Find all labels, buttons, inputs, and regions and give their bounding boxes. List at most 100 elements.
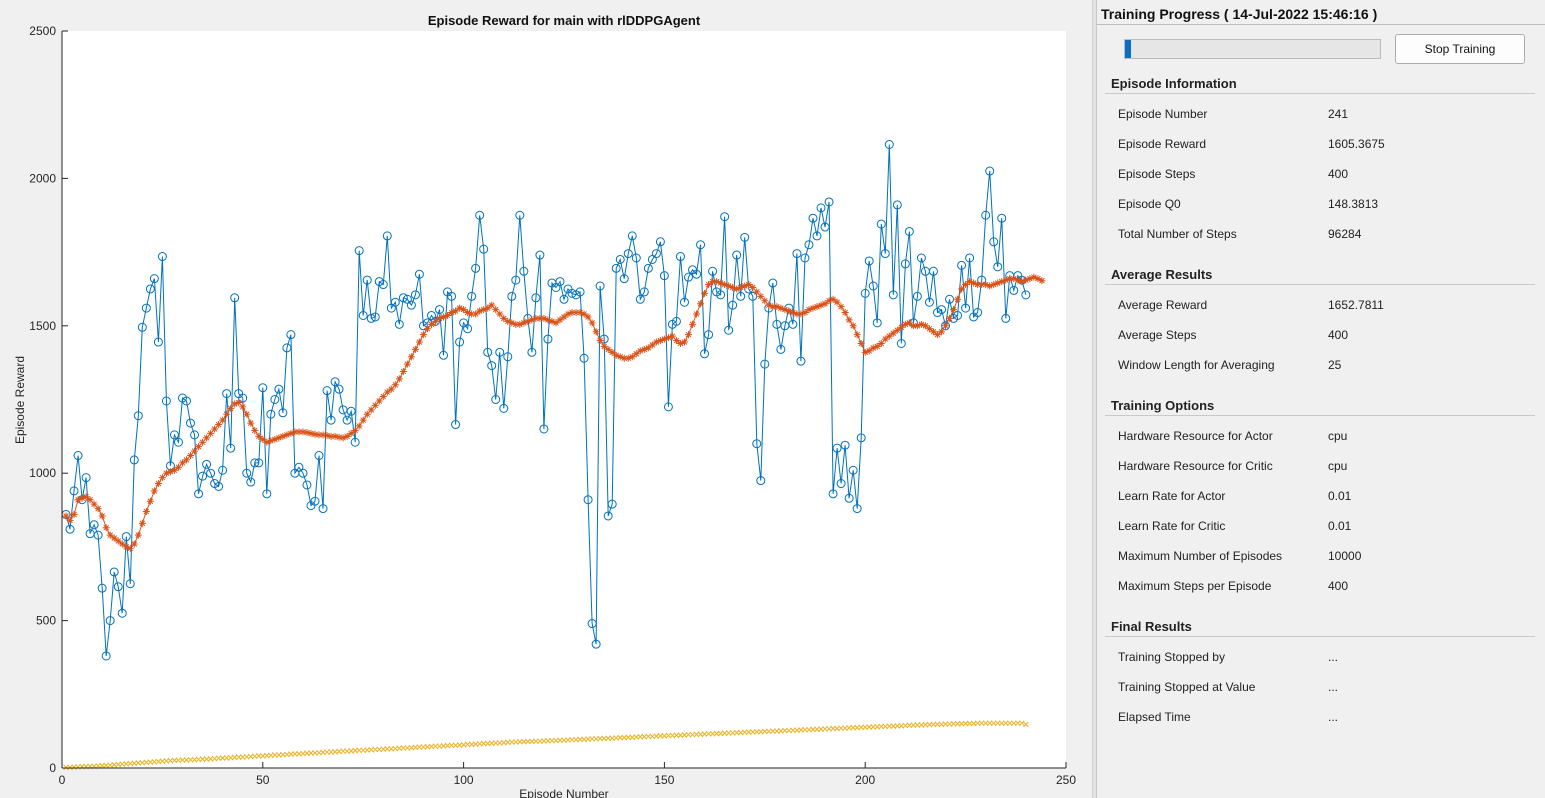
- data-point: [808, 213, 818, 223]
- data-point: [986, 282, 994, 290]
- data-point: [398, 293, 408, 303]
- section-title-final-results: Final Results: [1111, 619, 1192, 634]
- data-point: [134, 531, 142, 539]
- data-point: [982, 281, 990, 289]
- data-point: [797, 310, 805, 318]
- data-point: [789, 309, 797, 317]
- data-point: [612, 351, 620, 359]
- data-point: [693, 310, 701, 318]
- episode-reward-chart: 0 500 1000 1500 2000 2500 0 50 100 150 200 250 Epis…: [13, 13, 1076, 798]
- data-point: [748, 291, 758, 301]
- data-point: [579, 353, 589, 363]
- data-point: [440, 313, 448, 321]
- data-point: [680, 338, 688, 346]
- data-point: [800, 253, 810, 263]
- data-point: [942, 322, 950, 330]
- data-point: [1006, 275, 1014, 283]
- data-point: [202, 459, 212, 469]
- data-point: [893, 326, 901, 334]
- data-point: [572, 309, 580, 317]
- series-1: [61, 139, 1031, 661]
- data-point: [1018, 720, 1025, 727]
- data-point: [516, 320, 524, 328]
- data-point: [933, 331, 941, 339]
- data-point: [792, 249, 802, 259]
- data-point: [853, 331, 861, 339]
- data-point: [286, 330, 296, 340]
- data-point: [817, 301, 825, 309]
- data-point: [270, 395, 280, 404]
- data-point: [242, 468, 252, 478]
- data-point: [399, 367, 407, 375]
- data-point: [769, 303, 777, 311]
- data-point: [137, 322, 147, 332]
- data-point: [876, 219, 886, 229]
- data-point: [620, 354, 628, 362]
- data-point: [990, 281, 998, 289]
- data-point: [812, 231, 822, 241]
- y-tick-label: 1500: [29, 319, 56, 333]
- data-point: [828, 489, 838, 499]
- series-layer: [61, 139, 1046, 771]
- data-point: [307, 429, 315, 437]
- data-point: [153, 337, 163, 347]
- data-point: [73, 451, 83, 461]
- data-point: [611, 263, 621, 273]
- data-point: [756, 476, 766, 486]
- data-point: [319, 431, 327, 439]
- data-point: [901, 320, 909, 328]
- data-point: [435, 305, 445, 315]
- data-point: [507, 291, 517, 301]
- data-point: [419, 331, 427, 339]
- data-point: [531, 293, 541, 303]
- reward-plot-area: 0 500 1000 1500 2000 2500 0 50 100 150 200 250 Epis…: [13, 13, 1077, 798]
- data-point: [635, 294, 645, 304]
- data-point: [632, 350, 640, 358]
- data-point: [592, 328, 600, 336]
- data-point: [436, 314, 444, 322]
- data-point: [219, 416, 227, 424]
- data-point: [90, 500, 98, 508]
- label-episode-reward: Episode Reward: [1118, 137, 1207, 151]
- data-point: [596, 337, 604, 345]
- data-point: [145, 284, 155, 294]
- data-point: [697, 300, 705, 308]
- data-point: [371, 401, 379, 409]
- data-point: [705, 281, 713, 289]
- data-point: [263, 438, 271, 446]
- data-point: [821, 300, 829, 308]
- data-point: [299, 428, 307, 436]
- data-point: [480, 306, 488, 314]
- data-point: [110, 534, 118, 542]
- label-episode-q0: Episode Q0: [1118, 197, 1181, 211]
- data-point: [888, 290, 898, 300]
- data-point: [287, 429, 295, 437]
- tick-layer: 0 500 1000 1500 2000 2500 0 50 100 150 200 250: [29, 24, 1076, 787]
- data-point: [347, 429, 355, 437]
- data-point: [556, 316, 564, 324]
- data-point: [161, 396, 171, 406]
- data-point: [504, 317, 512, 325]
- value-total-steps: 96284: [1328, 227, 1362, 241]
- data-point: [962, 281, 970, 289]
- data-point: [524, 317, 532, 325]
- data-point: [279, 432, 287, 440]
- data-point: [310, 496, 320, 506]
- section-title-episode-information: Episode Information: [1111, 76, 1237, 91]
- data-point: [339, 434, 347, 442]
- data-point: [142, 508, 150, 516]
- value-average-steps: 400: [1328, 328, 1349, 342]
- data-point: [671, 316, 681, 326]
- data-point: [668, 332, 676, 340]
- data-point: [600, 342, 608, 350]
- stop-training-button[interactable]: Stop Training: [1395, 34, 1525, 64]
- data-point: [379, 393, 387, 401]
- data-point: [114, 537, 122, 545]
- panel-splitter[interactable]: [1092, 0, 1096, 798]
- data-point: [564, 310, 572, 318]
- data-point: [169, 430, 179, 440]
- x-tick-label: 250: [1056, 773, 1076, 787]
- data-point: [121, 532, 131, 542]
- label-episode-number: Episode Number: [1118, 107, 1208, 121]
- data-point: [659, 271, 669, 281]
